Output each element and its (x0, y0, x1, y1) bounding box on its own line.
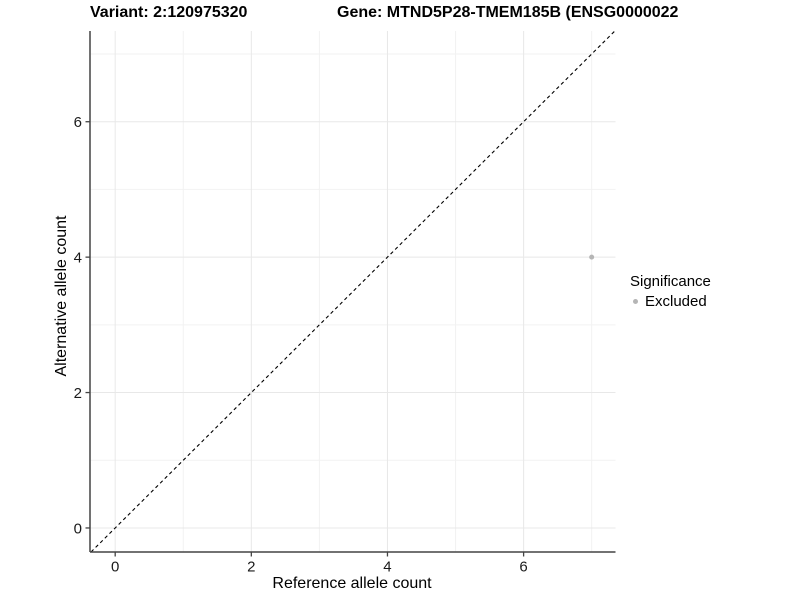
legend: Significance Excluded (630, 272, 711, 311)
minor-gridlines (90, 31, 616, 552)
x-tick-label: 2 (247, 559, 255, 576)
data-points (589, 254, 595, 260)
excluded-point-icon (633, 299, 638, 304)
x-tick-label: 0 (111, 559, 119, 576)
axis-ticks (85, 121, 525, 557)
legend-title: Significance (630, 273, 711, 290)
identity-line (90, 30, 616, 553)
data-point (589, 254, 595, 260)
x-axis-title: Reference allele count (272, 575, 432, 592)
major-gridlines (90, 31, 616, 552)
axis-tick-labels: 0 2 4 6 0 2 4 6 (74, 114, 528, 575)
legend-item-excluded: Excluded (630, 292, 711, 311)
x-tick-label: 4 (383, 559, 391, 576)
y-axis-title: Alternative allele count (53, 215, 70, 377)
y-tick-label: 0 (74, 520, 82, 537)
gene-title: Gene: MTND5P28-TMEM185B (ENSG0000022 (337, 4, 679, 21)
legend-item-label: Excluded (645, 293, 707, 310)
axis-lines (89, 31, 616, 553)
y-tick-label: 6 (74, 114, 82, 131)
y-tick-label: 2 (74, 385, 82, 402)
y-tick-label: 4 (74, 250, 82, 267)
variant-title: Variant: 2:120975320 (90, 4, 248, 21)
identity-dashed-line (90, 30, 616, 553)
x-tick-label: 6 (519, 559, 527, 576)
